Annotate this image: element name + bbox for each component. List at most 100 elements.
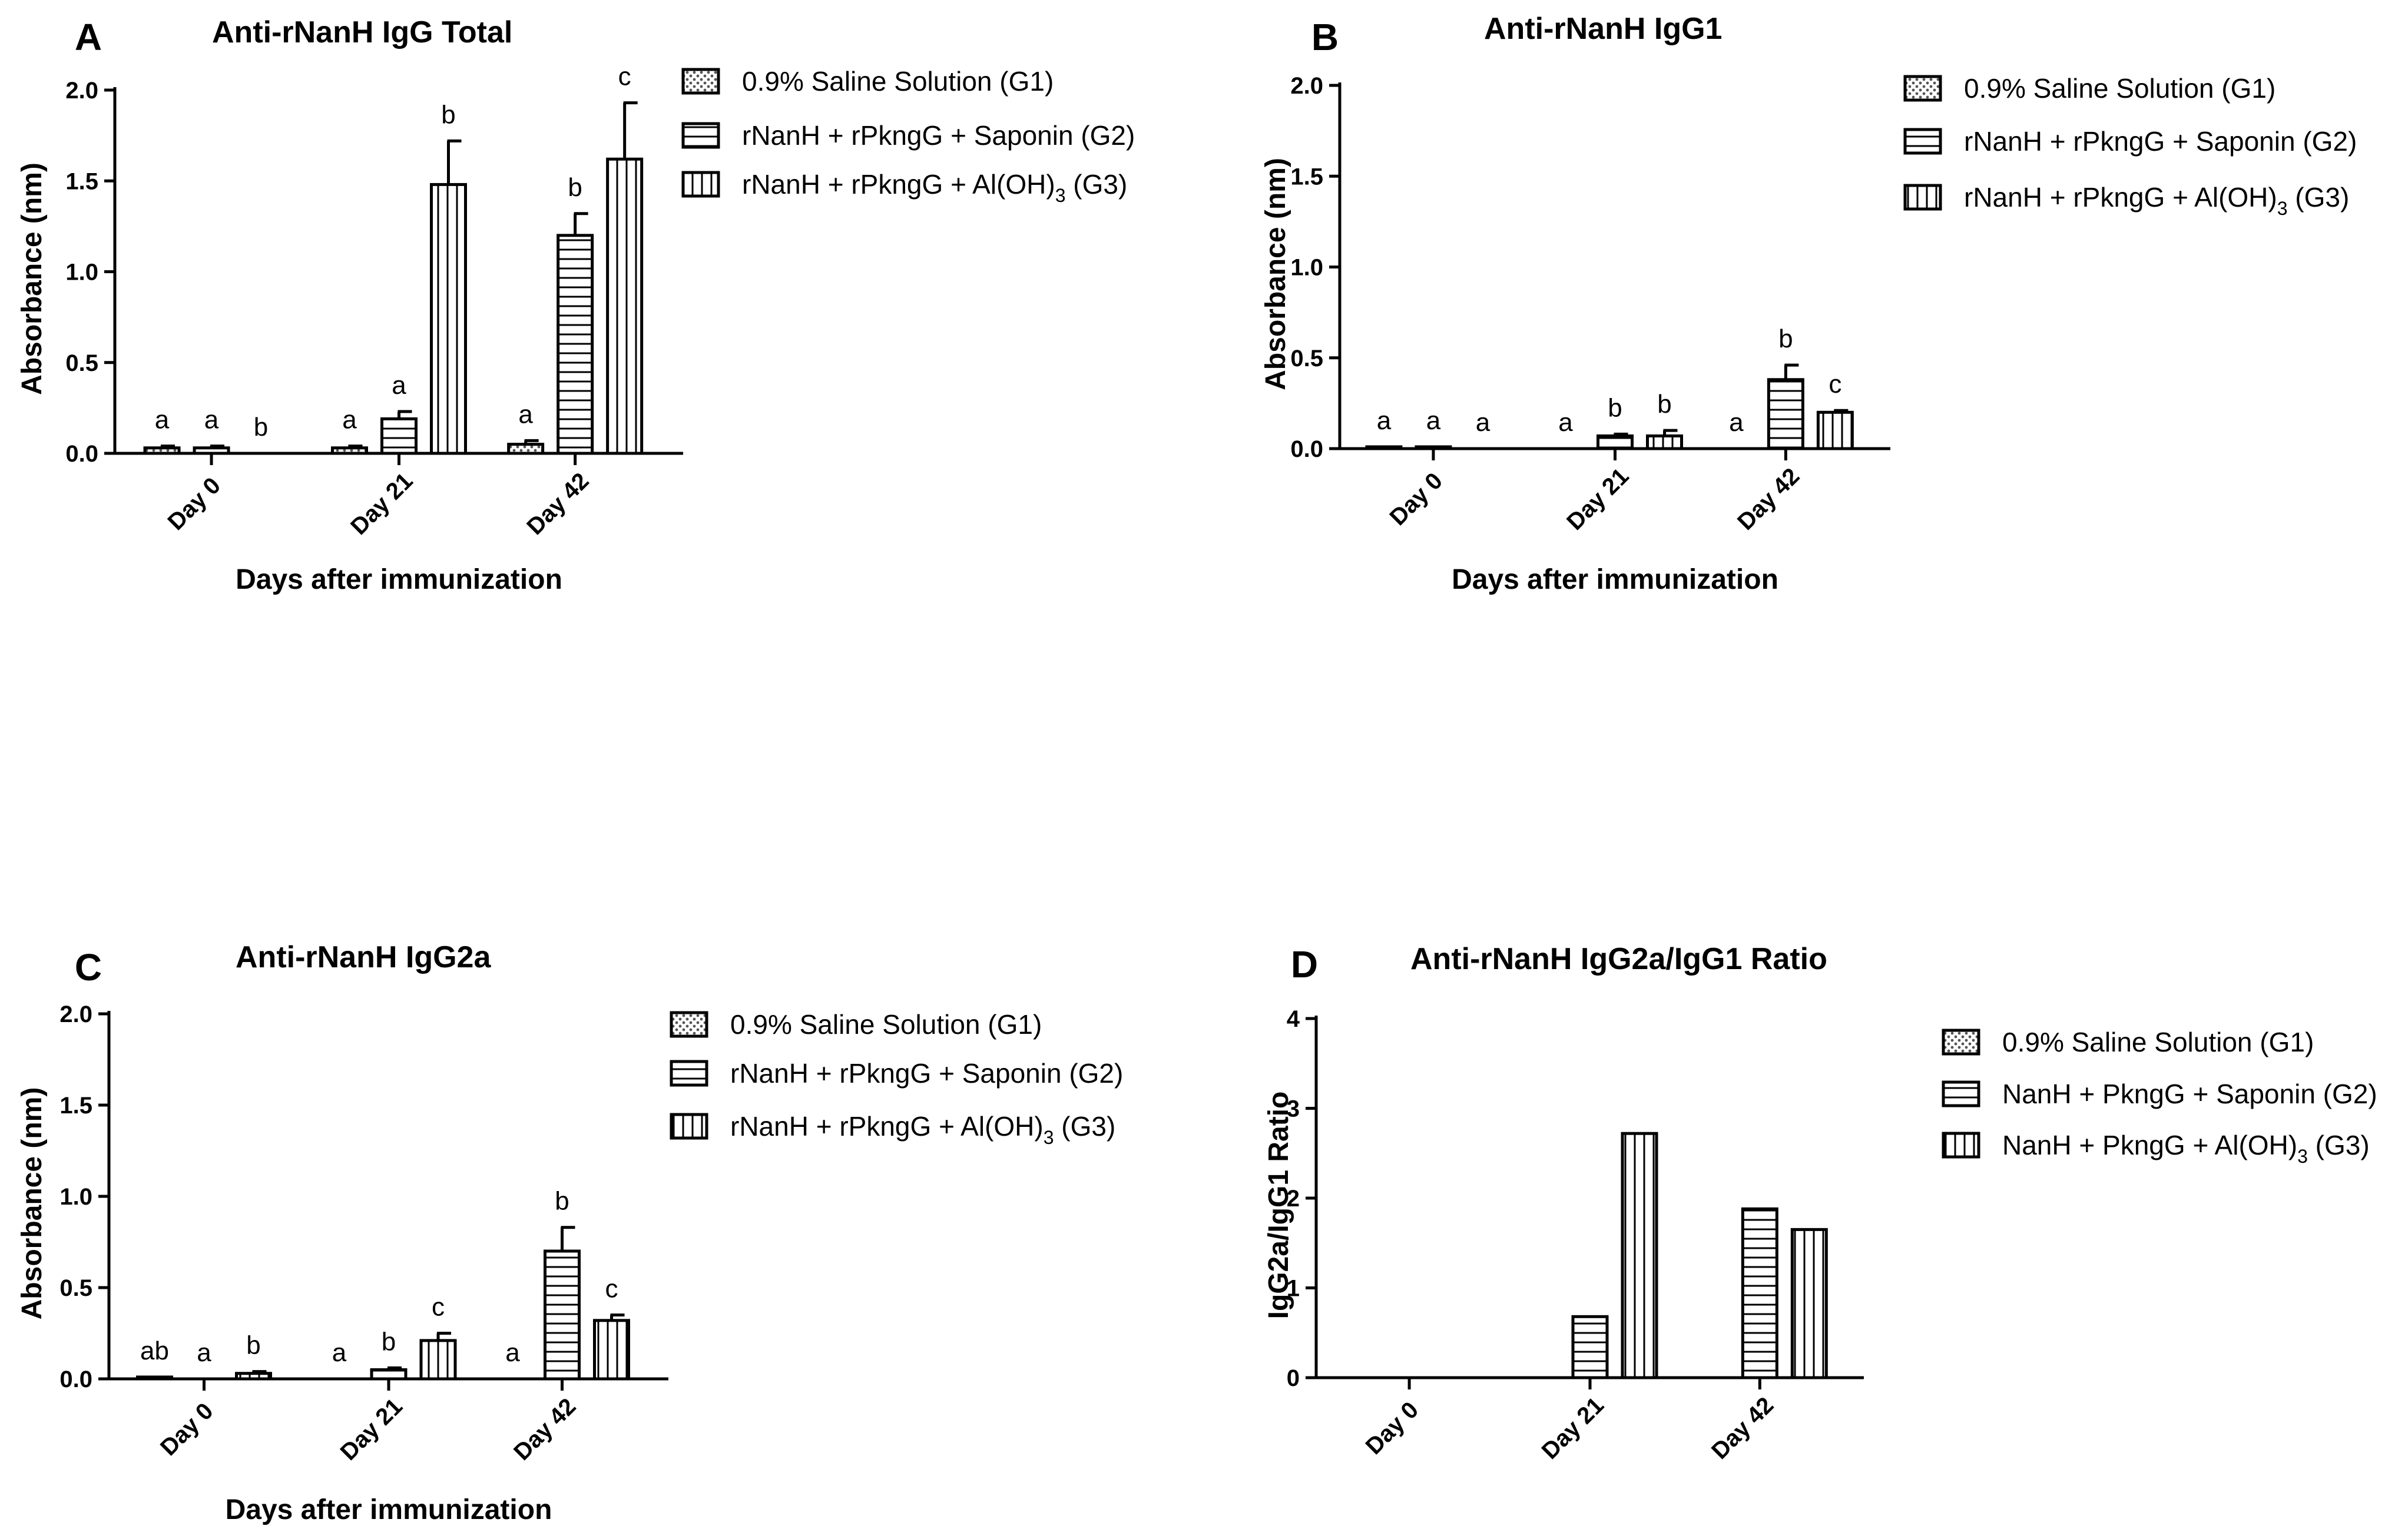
bar: [507, 443, 545, 455]
legend-swatch: [670, 1113, 708, 1140]
legend-swatch: [1942, 1080, 1980, 1107]
significance-label: ab: [140, 1336, 169, 1365]
y-tick-label: 3: [1287, 1096, 1300, 1122]
legend-subscript: 3: [1044, 1127, 1054, 1148]
significance-label: b: [1657, 390, 1671, 419]
x-tick-label: Day 0: [155, 1398, 218, 1461]
significance-label: a: [392, 371, 406, 400]
x-tick-label: Day 21: [1537, 1392, 1609, 1464]
significance-label: a: [332, 1338, 347, 1367]
y-tick-label: 0.5: [59, 1275, 92, 1301]
legend-swatch: [1903, 184, 1942, 211]
bar: [331, 446, 368, 455]
chart-panel-b: B Anti-rNanH IgG1 0.0 0.5 1.0 1.5 2.0 Absorbanc…: [1260, 12, 2357, 595]
legend-entry-text: 0.9% Saline Solution (G1): [730, 1009, 1042, 1040]
x-axis-label: Days after immunization: [226, 1494, 552, 1525]
chart-title: Anti-rNanH IgG2a: [236, 940, 491, 974]
legend-entry: NanH + PkngG + Saponin (G2): [2002, 1079, 2377, 1109]
legend-entry-text: rNanH + rPkngG + Al(OH): [742, 169, 1055, 200]
x-tick-label: Day 21: [336, 1394, 408, 1465]
legend-entry: 0.9% Saline Solution (G1): [742, 66, 1054, 97]
significance-label: c: [618, 62, 631, 91]
panel-letter: B: [1311, 16, 1339, 58]
x-tick-label: Day 42: [522, 468, 594, 540]
significance-label: a: [518, 400, 533, 429]
significance-label: b: [441, 100, 455, 129]
legend-swatch: [681, 171, 720, 198]
significance-label: b: [568, 173, 582, 202]
significance-label: c: [432, 1293, 445, 1322]
legend-swatch: [681, 68, 720, 95]
x-tick-label: Day 0: [1384, 468, 1448, 531]
bar: [143, 446, 181, 455]
legend-entry-text: rNanH + rPkngG + Al(OH): [730, 1111, 1044, 1142]
y-tick-label: 0.0: [65, 441, 98, 467]
bar: [606, 157, 644, 455]
legend-entry-text: NanH + PkngG + Al(OH): [2002, 1130, 2297, 1160]
legend-entry: rNanH + rPkngG + Al(OH)3 (G3): [742, 169, 1127, 206]
bar: [1365, 445, 1403, 450]
significance-label: a: [197, 1338, 211, 1367]
legend-suffix: (G3): [1066, 169, 1128, 200]
bar: [1790, 1228, 1828, 1379]
legend-swatch: [670, 1060, 708, 1087]
x-tick-label: Day 0: [1361, 1397, 1424, 1460]
y-tick-label: 2.0: [1290, 73, 1323, 99]
legend-entry: 0.9% Saline Solution (G1): [1964, 73, 2275, 104]
legend-swatch: [1942, 1029, 1980, 1056]
legend-entry: rNanH + rPkngG + Saponin (G2): [742, 120, 1135, 151]
y-tick-label: 1: [1287, 1276, 1300, 1302]
significance-label: b: [254, 413, 268, 442]
bar: [1816, 410, 1854, 450]
y-tick-label: 2.0: [59, 1001, 92, 1027]
bar: [1571, 1315, 1609, 1379]
y-tick-label: 1.0: [65, 260, 98, 286]
x-tick-label: Day 21: [1562, 463, 1634, 535]
y-tick-label: 1.0: [59, 1184, 92, 1210]
legend-subscript: 3: [2297, 1146, 2308, 1167]
legend-entry: 0.9% Saline Solution (G1): [2002, 1027, 2314, 1057]
legend-suffix: (G3): [2308, 1130, 2370, 1160]
chart-title: Anti-rNanH IgG2a/IgG1 Ratio: [1410, 942, 1827, 976]
bar: [544, 1249, 581, 1381]
y-tick-label: 0.5: [1290, 346, 1323, 372]
y-tick-label: 2.0: [65, 78, 98, 104]
significance-label: b: [555, 1187, 569, 1216]
panel-letter: C: [75, 946, 102, 989]
chart-panel-a: A Anti-rNanH IgG Total 0.0 0.5 1.0 1.5 2.0 Abso…: [16, 15, 1135, 595]
x-tick-label: Day 0: [163, 473, 226, 536]
chart-panel-c: C Anti-rNanH IgG2a 0.0 0.5 1.0 1.5 2.0 Absorban…: [16, 940, 1123, 1525]
x-tick-label: Day 42: [1733, 463, 1804, 535]
significance-label: a: [342, 406, 357, 434]
y-axis-label: Absorbance (nm): [16, 162, 48, 395]
significance-label: b: [1608, 393, 1622, 422]
legend-entry: rNanH + rPkngG + Saponin (G2): [730, 1058, 1123, 1089]
significance-label: c: [1829, 370, 1841, 399]
significance-label: b: [1778, 324, 1793, 353]
x-tick-label: Day 42: [509, 1394, 581, 1465]
significance-label: a: [204, 406, 219, 434]
legend-entry-text: rNanH + rPkngG + Saponin (G2): [742, 120, 1135, 151]
significance-label: a: [505, 1338, 520, 1367]
significance-label: a: [1729, 408, 1744, 437]
legend-swatch: [670, 1011, 708, 1038]
significance-label: a: [1558, 408, 1573, 437]
legend-entry: rNanH + rPkngG + Al(OH)3 (G3): [1964, 182, 2349, 219]
legend-entry-text: rNanH + rPkngG + Al(OH): [1964, 182, 2277, 213]
panel-letter: A: [75, 16, 102, 58]
bar: [235, 1372, 272, 1381]
significance-label: a: [1426, 406, 1441, 435]
y-tick-label: 1.5: [59, 1093, 92, 1119]
legend-subscript: 3: [2277, 198, 2288, 219]
legend-swatch: [1903, 75, 1942, 102]
legend-entry: rNanH + rPkngG + Saponin (G2): [1964, 126, 2357, 157]
y-tick-label: 2: [1287, 1186, 1300, 1212]
legend-entry: rNanH + rPkngG + Al(OH)3 (G3): [730, 1111, 1115, 1148]
significance-label: b: [382, 1327, 396, 1356]
x-tick-label: Day 42: [1707, 1392, 1778, 1464]
legend-swatch: [1903, 128, 1942, 155]
y-tick-label: 4: [1287, 1006, 1300, 1032]
legend-entry: 0.9% Saline Solution (G1): [730, 1009, 1042, 1040]
y-tick-label: 0: [1287, 1365, 1300, 1391]
